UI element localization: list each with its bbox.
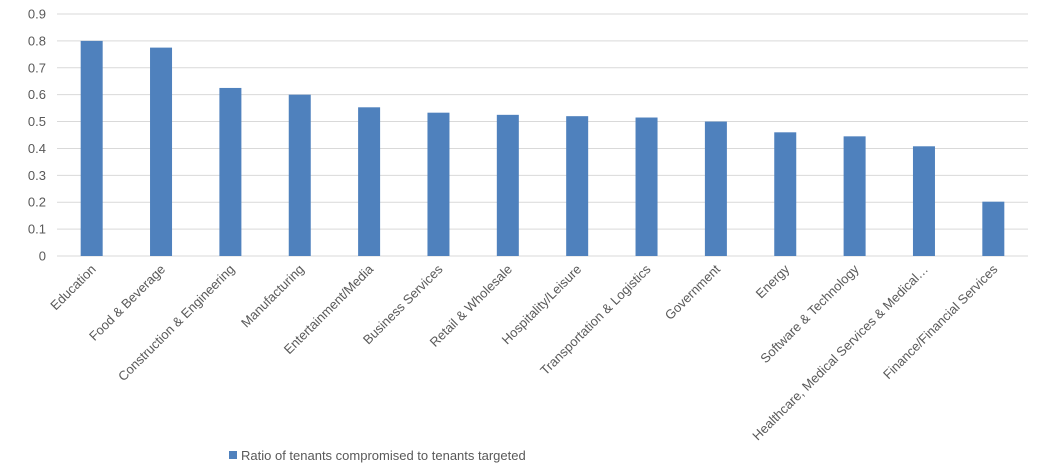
bar xyxy=(982,201,1005,256)
x-tick-label: Manufacturing xyxy=(238,262,307,331)
bar xyxy=(635,117,658,257)
y-axis-ticks: 0 0.1 0.2 0.3 0.4 0.5 0.6 0.7 0.8 0.9 xyxy=(28,7,46,264)
bar xyxy=(566,116,589,256)
bar xyxy=(427,112,450,256)
bar xyxy=(358,107,381,256)
legend: Ratio of tenants compromised to tenants … xyxy=(229,448,526,463)
bar xyxy=(288,94,311,257)
gridlines xyxy=(57,13,1028,257)
y-tick-label: 0.2 xyxy=(28,195,46,210)
bar xyxy=(843,136,866,256)
bar xyxy=(496,114,519,256)
y-tick-label: 0.7 xyxy=(28,60,46,75)
x-tick-label: Finance/Financial Services xyxy=(880,261,1001,382)
bar xyxy=(150,47,173,256)
bar xyxy=(219,87,242,256)
bar xyxy=(80,40,103,257)
x-tick-label: Government xyxy=(662,261,723,322)
x-tick-label: Construction & Engineering xyxy=(115,262,238,385)
legend-swatch xyxy=(229,451,237,459)
bar xyxy=(912,146,935,256)
legend-label: Ratio of tenants compromised to tenants … xyxy=(241,448,526,463)
x-tick-label: Transportation & Logistics xyxy=(537,261,654,378)
y-tick-label: 0.1 xyxy=(28,222,46,237)
y-tick-label: 0.5 xyxy=(28,114,46,129)
y-tick-label: 0.8 xyxy=(28,33,46,48)
x-tick-label: Energy xyxy=(753,261,793,301)
y-tick-label: 0.6 xyxy=(28,87,46,102)
bars xyxy=(80,40,1005,257)
y-tick-label: 0.4 xyxy=(28,141,46,156)
bar xyxy=(704,121,727,256)
x-tick-label: Education xyxy=(47,262,98,313)
y-tick-label: 0 xyxy=(39,249,46,264)
bar xyxy=(774,132,797,256)
y-tick-label: 0.3 xyxy=(28,168,46,183)
y-tick-label: 0.9 xyxy=(28,7,46,22)
